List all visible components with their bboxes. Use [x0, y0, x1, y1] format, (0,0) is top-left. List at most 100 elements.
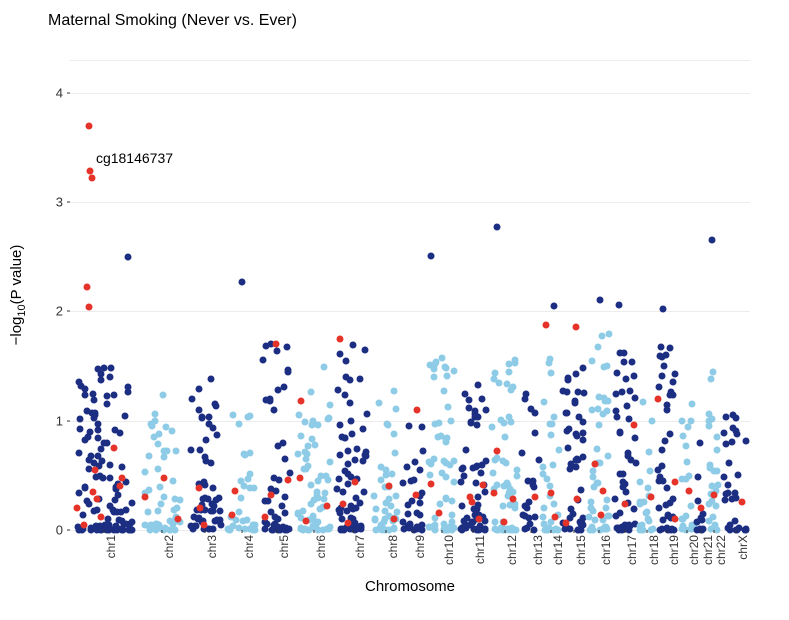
- data-point: [678, 475, 685, 482]
- data-point: [629, 359, 636, 366]
- data-point: [246, 470, 253, 477]
- data-point: [128, 526, 135, 533]
- data-point: [494, 526, 501, 533]
- data-point: [617, 428, 624, 435]
- data-point: [372, 506, 379, 513]
- data-point: [688, 400, 695, 407]
- data-point: [356, 376, 363, 383]
- data-point: [146, 452, 153, 459]
- data-point: [159, 391, 166, 398]
- data-point: [430, 373, 437, 380]
- data-point: [502, 434, 509, 441]
- data-point: [559, 388, 566, 395]
- data-point: [647, 494, 654, 501]
- data-point: [625, 453, 632, 460]
- data-point: [281, 509, 288, 516]
- data-point: [630, 373, 637, 380]
- data-point: [679, 417, 686, 424]
- data-point: [563, 409, 570, 416]
- xtick-label: chr14: [551, 535, 565, 565]
- data-point: [299, 526, 306, 533]
- data-point: [679, 516, 686, 523]
- data-point: [342, 434, 349, 441]
- data-point: [513, 467, 520, 474]
- data-point: [406, 423, 413, 430]
- data-point: [648, 417, 655, 424]
- xtick-label: chr12: [505, 535, 519, 565]
- data-point: [545, 525, 552, 532]
- data-point: [496, 379, 503, 386]
- data-point: [603, 505, 610, 512]
- data-point: [294, 450, 301, 457]
- data-point: [103, 400, 110, 407]
- data-point: [81, 484, 88, 491]
- data-point: [444, 434, 451, 441]
- data-point: [347, 417, 354, 424]
- data-point: [459, 503, 466, 510]
- data-point: [714, 468, 721, 475]
- data-point: [117, 526, 124, 533]
- data-point: [80, 511, 87, 518]
- data-point: [388, 471, 395, 478]
- data-point: [377, 464, 384, 471]
- data-point: [616, 471, 623, 478]
- x-axis-label: Chromosome: [365, 578, 455, 595]
- data-point: [713, 433, 720, 440]
- data-point: [75, 450, 82, 457]
- data-point: [108, 364, 115, 371]
- data-point: [564, 428, 571, 435]
- data-point: [500, 519, 507, 526]
- data-point: [553, 526, 560, 533]
- data-point: [327, 402, 334, 409]
- data-point: [605, 331, 612, 338]
- data-point: [88, 410, 95, 417]
- data-point: [74, 505, 81, 512]
- data-point: [121, 413, 128, 420]
- data-point: [88, 175, 95, 182]
- data-point: [605, 513, 612, 520]
- data-point: [463, 447, 470, 454]
- data-point: [196, 485, 203, 492]
- data-point: [213, 431, 220, 438]
- data-point: [247, 412, 254, 419]
- data-point: [208, 376, 215, 383]
- data-point: [81, 521, 88, 528]
- data-point: [565, 377, 572, 384]
- data-point: [209, 424, 216, 431]
- data-point: [743, 437, 750, 444]
- data-point: [268, 492, 275, 499]
- data-point: [212, 401, 219, 408]
- xtick-label: chr4: [242, 535, 256, 558]
- data-point: [477, 523, 484, 530]
- data-point: [541, 504, 548, 511]
- xtick-label: chr15: [574, 535, 588, 565]
- data-point: [506, 502, 513, 509]
- data-point: [476, 516, 483, 523]
- data-point: [392, 449, 399, 456]
- data-point: [579, 429, 586, 436]
- data-point: [210, 485, 217, 492]
- data-point: [99, 474, 106, 481]
- data-point: [152, 523, 159, 530]
- xtick-label: chr8: [386, 535, 400, 558]
- data-point: [499, 458, 506, 465]
- data-point: [107, 461, 114, 468]
- data-point: [670, 526, 677, 533]
- data-point: [494, 224, 501, 231]
- data-point: [157, 501, 164, 508]
- ytick-label: 1: [56, 413, 63, 428]
- data-point: [199, 414, 206, 421]
- data-point: [695, 497, 702, 504]
- data-point: [170, 477, 177, 484]
- data-point: [309, 418, 316, 425]
- data-point: [298, 398, 305, 405]
- data-point: [442, 473, 449, 480]
- data-point: [377, 476, 384, 483]
- data-point: [622, 500, 629, 507]
- data-point: [354, 445, 361, 452]
- data-point: [393, 492, 400, 499]
- data-point: [316, 506, 323, 513]
- data-point: [474, 382, 481, 389]
- data-point: [90, 488, 97, 495]
- data-point: [339, 500, 346, 507]
